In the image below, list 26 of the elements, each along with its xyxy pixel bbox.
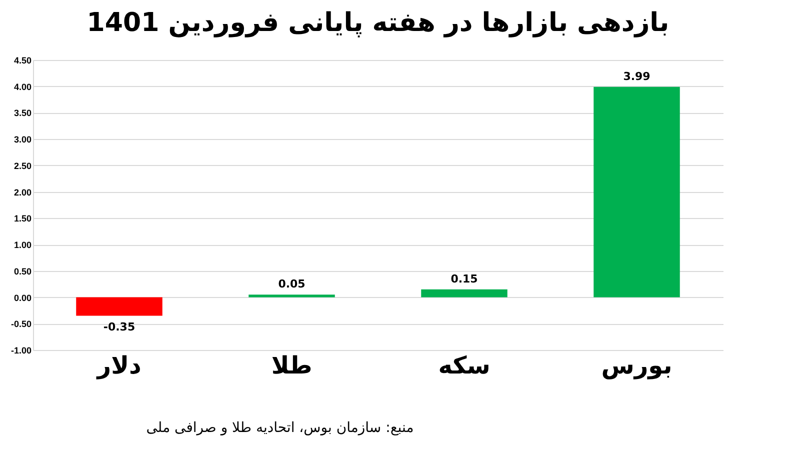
bar: [421, 289, 508, 298]
data-label: 3.99: [623, 70, 650, 83]
y-tick-label: 2.50: [14, 160, 32, 171]
y-tick-label: 3.00: [14, 134, 32, 145]
y-tick-label: 1.50: [14, 214, 32, 224]
bar: [594, 86, 680, 298]
y-tick-label: 1.00: [14, 240, 32, 250]
y-tick-label: 0.50: [14, 266, 32, 276]
chart-title: بازدهی بازارها در هفته پایانی فروردین 1401: [86, 8, 670, 38]
x-tick-label: دلار: [96, 352, 142, 380]
y-tick-label: 2.00: [14, 187, 32, 198]
bar: [76, 297, 162, 316]
y-tick-label: -1.00: [10, 346, 32, 356]
x-tick-label: بورس: [601, 352, 672, 380]
data-label: -0.35: [103, 320, 136, 334]
y-tick-label: -0.50: [10, 319, 32, 330]
bar: [248, 294, 335, 298]
x-tick-label: سکه: [438, 352, 490, 380]
text: منبع: سازمان بوس، اتحادیه طلا و صرافی ملی: [145, 420, 415, 436]
data-label: 0.05: [278, 278, 306, 291]
y-tick-label: 4.00: [14, 82, 32, 92]
data-label: 0.15: [450, 272, 478, 286]
x-tick-label: طلا: [271, 352, 312, 380]
y-tick-label: 3.50: [14, 108, 32, 118]
y-tick-label: 4.50: [14, 56, 32, 66]
y-tick-label: 0.00: [14, 292, 32, 303]
